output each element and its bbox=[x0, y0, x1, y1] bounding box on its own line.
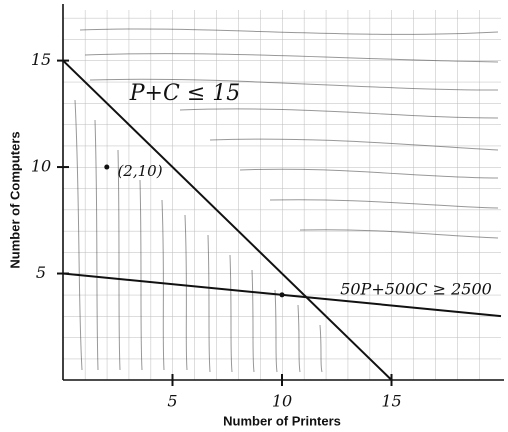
y-tick-label: 15 bbox=[31, 50, 51, 69]
x-tick-label: 15 bbox=[381, 392, 401, 411]
x-tick-label: 5 bbox=[167, 392, 177, 411]
annotation: P+C ≤ 15 bbox=[129, 81, 240, 106]
graph-paper bbox=[63, 10, 501, 380]
page: {"chart_data": {"type": "line", "xlabel"… bbox=[0, 0, 508, 432]
chart: Number of Printers Number of Computers P… bbox=[0, 0, 508, 432]
annotation: 50P+500C ≥ 2500 bbox=[340, 280, 492, 299]
x-tick-label: 10 bbox=[272, 392, 292, 411]
y-axis-title: Number of Computers bbox=[7, 131, 22, 268]
x-axis-title: Number of Printers bbox=[223, 413, 341, 428]
y-tick-label: 10 bbox=[31, 157, 51, 176]
point bbox=[280, 292, 285, 297]
y-tick-label: 5 bbox=[36, 263, 46, 282]
point bbox=[104, 165, 109, 170]
annotation: (2,10) bbox=[117, 162, 162, 180]
